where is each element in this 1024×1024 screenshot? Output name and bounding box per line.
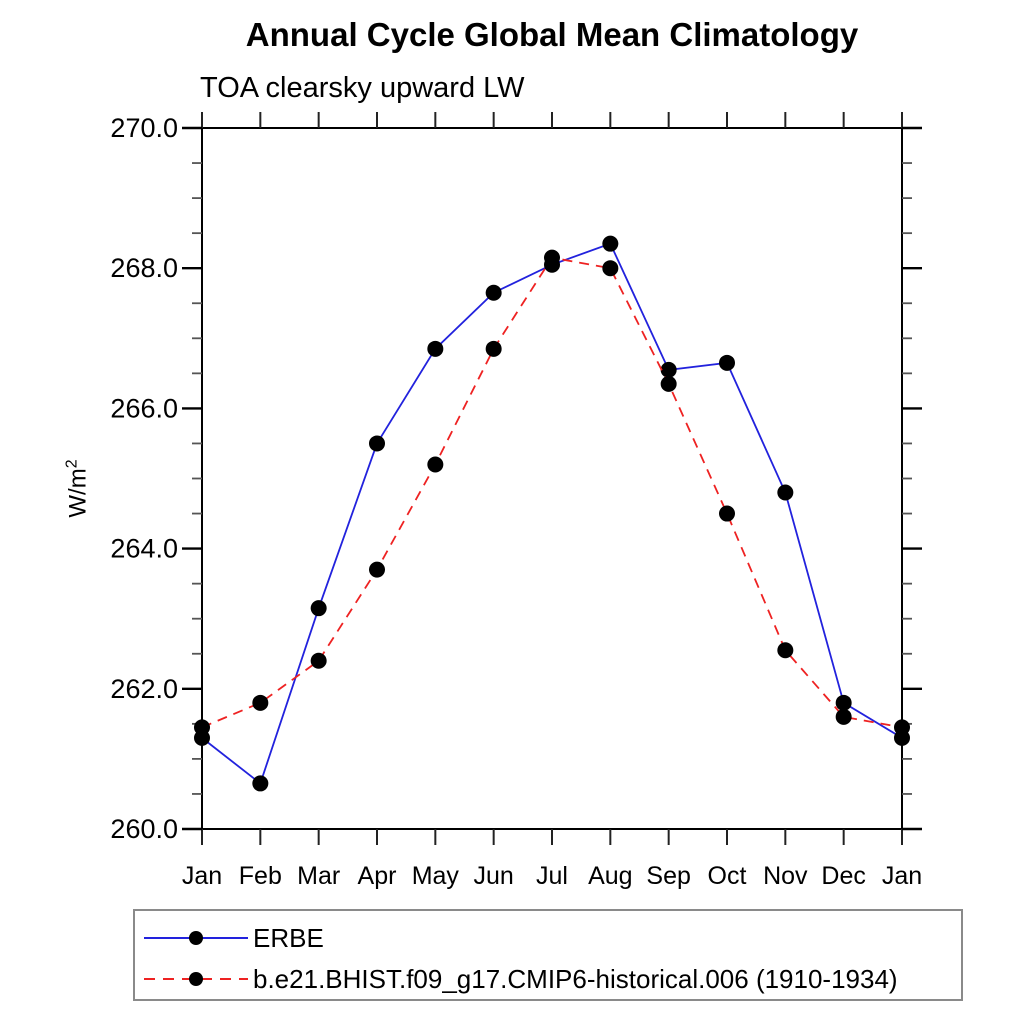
data-point (485, 340, 502, 357)
data-point (252, 694, 269, 711)
x-tick-label: Apr (358, 862, 397, 890)
x-tick-label: Jan (182, 862, 222, 890)
x-tick-label: Jun (474, 862, 514, 890)
legend-box: ERBE b.e21.BHIST.f09_g17.CMIP6-historica… (133, 909, 963, 1001)
chart-subtitle: TOA clearsky upward LW (200, 72, 525, 104)
series-line-0 (201, 242, 903, 785)
chart-title: Annual Cycle Global Mean Climatology (245, 16, 859, 53)
legend-marker-icon (189, 972, 203, 986)
data-point (660, 361, 677, 378)
data-point (310, 600, 327, 617)
data-point (544, 249, 560, 266)
x-tick-label: Sep (646, 862, 690, 890)
y-tick-label: 270.0 (110, 113, 178, 143)
data-point (427, 340, 444, 357)
x-tick-label: Nov (763, 862, 808, 890)
data-point (602, 235, 619, 252)
y-tick-label: 264.0 (110, 534, 178, 564)
legend-label-erbe: ERBE (253, 922, 324, 953)
series-line-1 (201, 256, 903, 729)
y-tick-label: 260.0 (110, 814, 178, 844)
data-point (602, 260, 619, 277)
legend-sample-0 (144, 931, 248, 945)
x-tick-label: May (412, 862, 460, 890)
data-point (660, 375, 677, 392)
legend-label-model: b.e21.BHIST.f09_g17.CMIP6-historical.006… (253, 963, 898, 994)
x-tick-label: Mar (297, 862, 340, 890)
x-tick-label: Feb (239, 862, 282, 890)
data-point (835, 694, 852, 711)
legend-sample-1 (144, 972, 248, 986)
data-point (835, 708, 852, 725)
data-point (719, 505, 735, 522)
data-point (252, 775, 269, 792)
data-point (777, 642, 794, 659)
x-tick-label: Aug (588, 862, 632, 890)
data-point (719, 354, 735, 371)
y-tick-label: 262.0 (110, 674, 178, 704)
data-point (369, 561, 385, 578)
data-point (194, 719, 210, 736)
x-tick-label: Jan (882, 862, 922, 890)
y-tick-label: 266.0 (110, 393, 178, 423)
data-point (485, 284, 502, 301)
x-tick-label: Oct (708, 862, 747, 890)
legend-entry-erbe: ERBE (143, 923, 324, 953)
legend-marker-icon (189, 931, 203, 945)
data-point (777, 484, 794, 501)
x-tick-label: Dec (821, 862, 865, 890)
data-point (427, 456, 444, 473)
legend-entry-model: b.e21.BHIST.f09_g17.CMIP6-historical.006… (143, 964, 898, 994)
data-point (310, 652, 327, 669)
x-tick-label: Jul (536, 862, 568, 890)
data-point (369, 435, 385, 452)
y-tick-label: 268.0 (110, 253, 178, 283)
data-point (894, 719, 910, 736)
